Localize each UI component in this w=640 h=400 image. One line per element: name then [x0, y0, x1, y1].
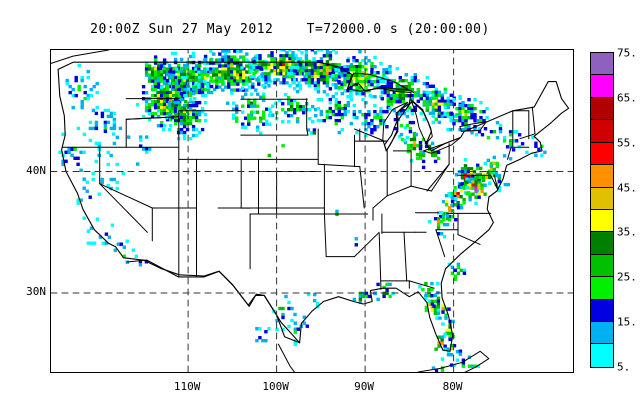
state-border [507, 146, 512, 160]
colorbar-band [591, 142, 613, 166]
mexico-border [126, 259, 301, 344]
state-border [99, 183, 153, 209]
colorbar-tick-label: 75. [617, 46, 637, 60]
colorbar-tick-label: 65. [617, 91, 637, 105]
state-border [323, 213, 327, 258]
colorbar-band [591, 277, 613, 300]
lon-tick-90w: 90W [354, 380, 375, 393]
map-plot-area [50, 49, 574, 373]
canada-border [51, 50, 109, 64]
state-border [493, 174, 499, 191]
state-border [317, 163, 361, 168]
colorbar-band [591, 187, 613, 210]
mexico-coast [277, 343, 295, 372]
lon-tick-110w: 110W [173, 380, 201, 393]
plot-title: 20:00Z Sun 27 May 2012 T=72000.0 s (20:0… [90, 22, 490, 37]
lat-tick-40n: 40N [26, 163, 46, 177]
lon-tick-100w: 100W [262, 380, 289, 393]
colorbar-band [591, 75, 613, 98]
lon-tick-80w: 80W [442, 380, 463, 393]
state-border [430, 163, 450, 192]
state-border [403, 231, 408, 282]
colorbar-tick-label: 55. [617, 136, 637, 150]
colorbar-band [591, 97, 613, 121]
colorbar-tick-label: 5. [617, 360, 631, 374]
colorbar-band [591, 165, 613, 188]
graticule [51, 50, 573, 372]
lake-huron [410, 99, 433, 145]
state-border [99, 183, 148, 233]
colorbar-band [591, 344, 613, 367]
political-boundaries [51, 50, 570, 372]
state-border [519, 133, 536, 140]
colorbar-band [591, 209, 613, 233]
colorbar-labels: 75. 65. 55. 45. 35. 25. 15. 5. [617, 47, 640, 374]
colorbar-band [591, 53, 613, 76]
state-border [408, 280, 435, 289]
state-border [359, 166, 365, 209]
lake-ontario [459, 121, 487, 132]
cuba-bahamas [417, 350, 490, 372]
state-border [354, 128, 385, 142]
colorbar-band [591, 322, 613, 345]
colorbar-tick-label: 35. [617, 225, 637, 239]
state-border [378, 233, 382, 290]
state-border [372, 195, 388, 209]
state-border [354, 231, 380, 258]
colorbar-band [591, 254, 613, 278]
colorbar-band [591, 120, 613, 143]
state-border [306, 128, 309, 136]
state-border [386, 185, 412, 197]
state-border [531, 106, 536, 135]
colorbar-tick-label: 15. [617, 315, 637, 329]
state-border [457, 234, 481, 245]
state-border [410, 185, 432, 192]
lat-tick-30n: 30N [26, 285, 46, 299]
lake-michigan [382, 101, 409, 152]
colorbar-band [591, 232, 613, 255]
state-border [125, 116, 180, 120]
colorbar-tick-label: 45. [617, 181, 637, 195]
state-border [426, 163, 450, 192]
colorbar [590, 52, 614, 368]
colorbar-tick-label: 25. [617, 270, 637, 284]
lake-erie [423, 137, 462, 154]
state-border [490, 174, 499, 191]
lake-superior [346, 72, 415, 93]
radar-map-canvas [51, 50, 573, 372]
state-border [435, 229, 446, 258]
latitude-axis: 40N 30N [0, 0, 50, 400]
colorbar-band [591, 299, 613, 323]
